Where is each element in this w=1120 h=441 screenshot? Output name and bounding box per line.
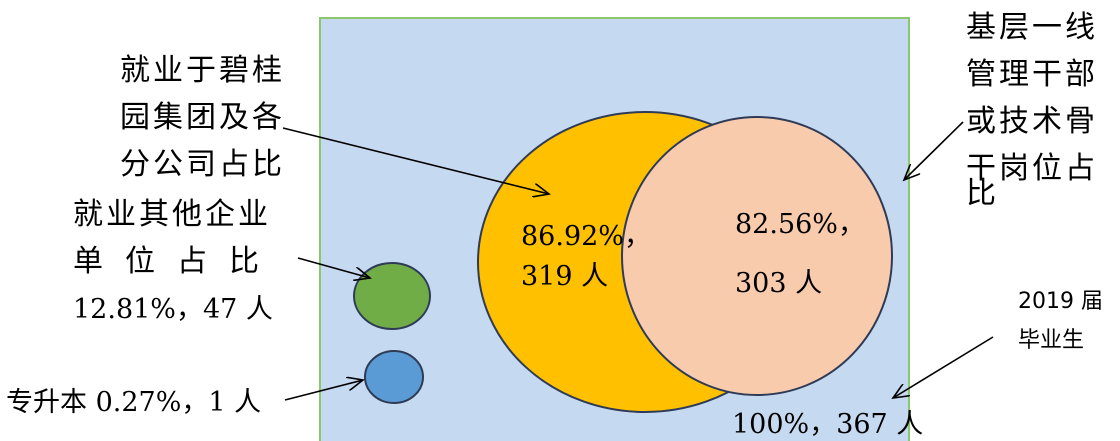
backbone-circle xyxy=(621,116,893,396)
biguiyuan-count: 319 人 xyxy=(521,261,608,292)
other-enterprise-circle xyxy=(353,262,431,330)
backbone-percent: 82.56%， xyxy=(735,209,865,240)
biguiyuan-label-line2: 园集团及各 xyxy=(120,100,285,135)
backbone-label-line2: 管理干部 xyxy=(966,57,1098,92)
graduates-label-line1: 2019 届 xyxy=(1018,289,1103,314)
backbone-label-line1: 基层一线 xyxy=(966,10,1098,45)
upgrade-circle xyxy=(364,350,424,404)
other-label-line3: 12.81%，47 人 xyxy=(73,294,273,325)
upgrade-arrow xyxy=(284,380,363,401)
other-label-line1: 就业其他企业 xyxy=(73,197,271,232)
graduates-arrow xyxy=(893,336,994,398)
graduates-label-line2: 毕业生 xyxy=(1018,328,1084,353)
biguiyuan-arrow xyxy=(282,127,549,194)
other-label-line2: 单位占比 xyxy=(73,244,281,279)
total-label: 100%，367 人 xyxy=(732,409,923,440)
biguiyuan-label-line1: 就业于碧桂 xyxy=(120,53,285,88)
backbone-count: 303 人 xyxy=(735,268,822,299)
biguiyuan-percent: 86.92%， xyxy=(521,221,651,252)
upgrade-label: 专升本 0.27%，1 人 xyxy=(6,387,261,418)
biguiyuan-label-line3: 分公司占比 xyxy=(120,147,285,182)
backbone-label-line3: 或技术骨 xyxy=(966,104,1098,139)
other-enterprise-arrow xyxy=(297,257,370,278)
backbone-label-line5: 比 xyxy=(966,176,999,211)
backbone-arrow xyxy=(904,121,964,180)
backbone-label-line4: 干岗位占 xyxy=(966,151,1098,186)
